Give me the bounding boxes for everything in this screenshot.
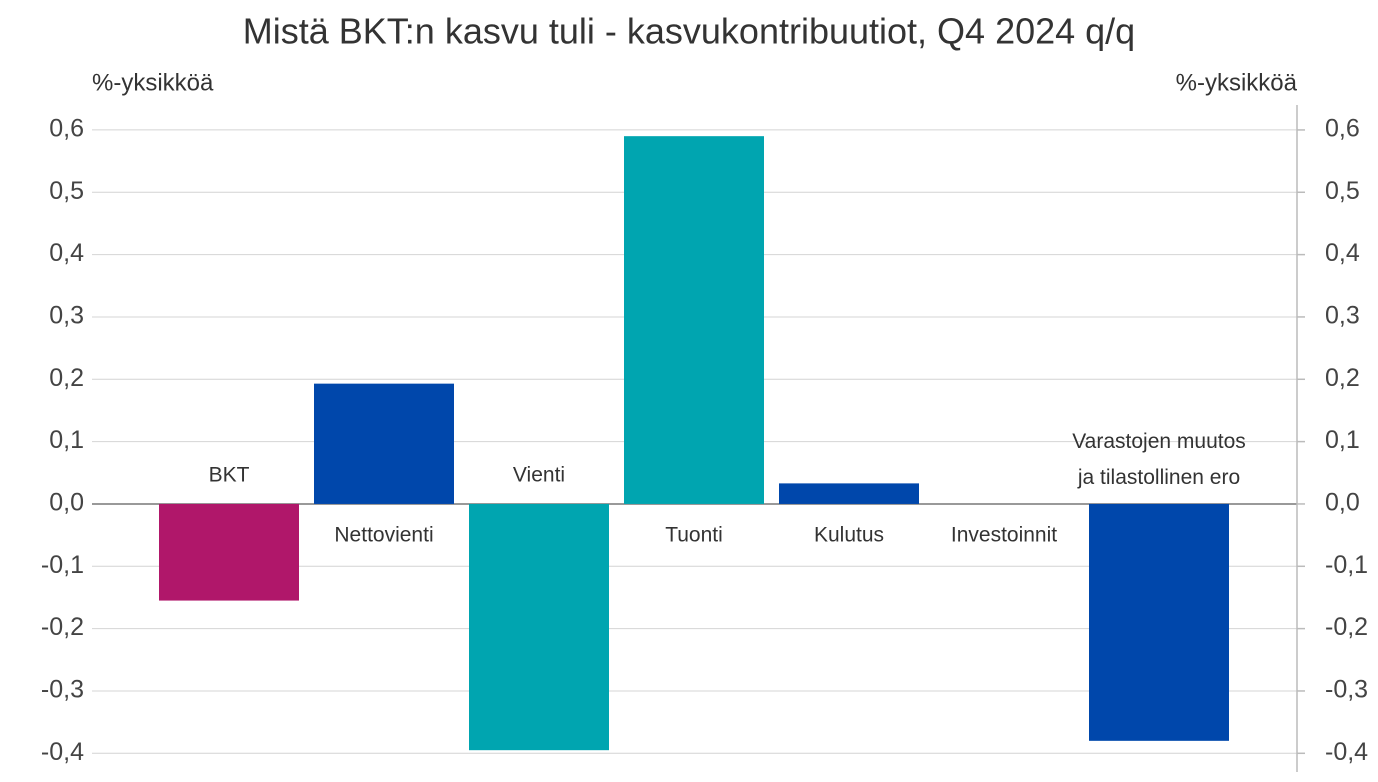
bar	[1089, 503, 1229, 741]
y2-tick-label: 0,0	[1325, 489, 1360, 517]
y2-tick-label: 0,4	[1325, 239, 1360, 267]
y2-tick-label: 0,6	[1325, 115, 1360, 143]
y2-tick-label: 0,3	[1325, 302, 1360, 330]
y-tick-label: 0,6	[49, 115, 84, 143]
y-tick-label: 0,5	[49, 177, 84, 205]
y-tick-label: -0,2	[41, 613, 84, 641]
y-tick-label: 0,2	[49, 364, 84, 392]
y2-tick-label: 0,5	[1325, 177, 1360, 205]
bar	[314, 383, 454, 504]
chart-title: Mistä BKT:n kasvu tuli - kasvukontribuut…	[243, 11, 1135, 52]
x-tick-label: Vienti	[513, 464, 565, 487]
y-tick-label: -0,4	[41, 738, 84, 766]
bar	[624, 136, 764, 504]
x-tick-label-line: Varastojen muutos	[1072, 430, 1246, 453]
y-axis-label: %-yksikköä	[92, 69, 214, 96]
x-tick-label: Investoinnit	[951, 524, 1057, 547]
y-tick-label: 0,1	[49, 426, 84, 454]
y-tick-label: 0,0	[49, 489, 84, 517]
x-tick-label: Kulutus	[814, 524, 884, 547]
x-tick-label-line: ja tilastollinen ero	[1077, 466, 1240, 489]
x-tick-label: Tuonti	[665, 524, 723, 547]
y2-tick-label: -0,2	[1325, 613, 1368, 641]
y2-tick-label: 0,1	[1325, 426, 1360, 454]
y2-tick-label: 0,2	[1325, 364, 1360, 392]
x-tick-label: Varastojen muutos ja tilastollinen ero	[1072, 430, 1246, 489]
y2-tick-label: -0,3	[1325, 676, 1368, 704]
y-tick-label: -0,1	[41, 551, 84, 579]
x-tick-label: Nettovienti	[334, 524, 433, 547]
y2-axis-label: %-yksikköä	[1176, 69, 1298, 96]
y-tick-label: 0,4	[49, 239, 84, 267]
bar	[159, 503, 299, 601]
bar	[779, 483, 919, 504]
y2-tick-label: -0,1	[1325, 551, 1368, 579]
bar	[469, 503, 609, 751]
y2-tick-label: -0,4	[1325, 738, 1368, 766]
y-tick-label: 0,3	[49, 302, 84, 330]
x-tick-label: BKT	[209, 464, 250, 487]
y-tick-label: -0,3	[41, 676, 84, 704]
